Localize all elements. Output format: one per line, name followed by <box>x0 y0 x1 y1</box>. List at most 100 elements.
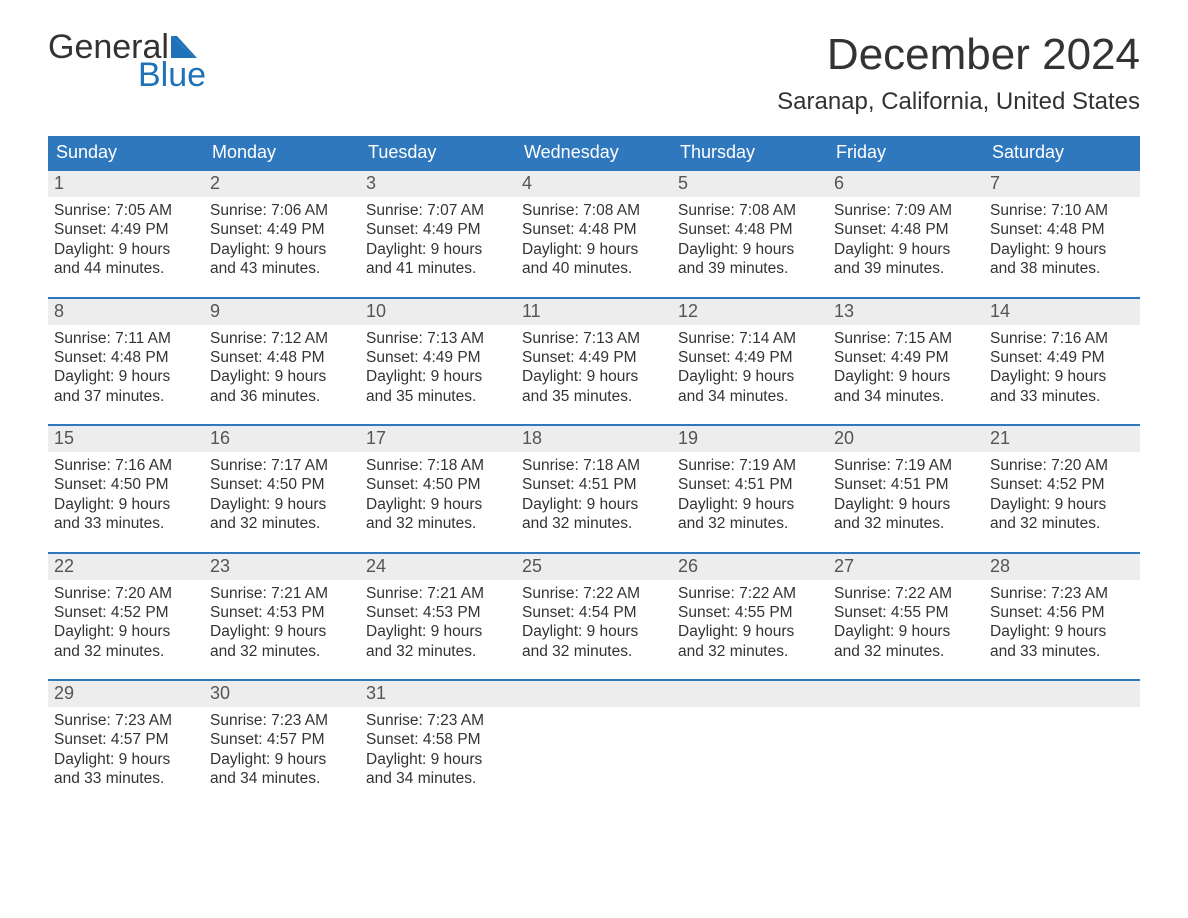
weekday-header-row: Sunday Monday Tuesday Wednesday Thursday… <box>48 136 1140 169</box>
calendar-day: 17Sunrise: 7:18 AMSunset: 4:50 PMDayligh… <box>360 426 516 534</box>
day-daylight-line2: and 40 minutes. <box>522 259 666 278</box>
day-number: 20 <box>828 426 984 452</box>
day-sunrise: Sunrise: 7:05 AM <box>54 201 198 220</box>
day-sunset: Sunset: 4:57 PM <box>210 730 354 749</box>
day-daylight-line1: Daylight: 9 hours <box>210 367 354 386</box>
day-daylight-line2: and 36 minutes. <box>210 387 354 406</box>
day-number <box>516 681 672 707</box>
day-daylight-line1: Daylight: 9 hours <box>210 622 354 641</box>
day-number: 14 <box>984 299 1140 325</box>
day-sunset: Sunset: 4:48 PM <box>522 220 666 239</box>
day-daylight-line1: Daylight: 9 hours <box>366 495 510 514</box>
calendar-day: 18Sunrise: 7:18 AMSunset: 4:51 PMDayligh… <box>516 426 672 534</box>
day-body: Sunrise: 7:22 AMSunset: 4:55 PMDaylight:… <box>828 580 984 662</box>
day-number: 6 <box>828 171 984 197</box>
day-sunset: Sunset: 4:48 PM <box>990 220 1134 239</box>
day-daylight-line2: and 39 minutes. <box>678 259 822 278</box>
day-daylight-line1: Daylight: 9 hours <box>54 750 198 769</box>
calendar-week: 1Sunrise: 7:05 AMSunset: 4:49 PMDaylight… <box>48 169 1140 279</box>
day-number: 27 <box>828 554 984 580</box>
day-daylight-line2: and 34 minutes. <box>678 387 822 406</box>
day-daylight-line2: and 32 minutes. <box>54 642 198 661</box>
day-sunrise: Sunrise: 7:22 AM <box>678 584 822 603</box>
day-daylight-line1: Daylight: 9 hours <box>678 495 822 514</box>
day-sunrise: Sunrise: 7:17 AM <box>210 456 354 475</box>
day-sunrise: Sunrise: 7:23 AM <box>366 711 510 730</box>
day-sunset: Sunset: 4:51 PM <box>678 475 822 494</box>
day-daylight-line2: and 37 minutes. <box>54 387 198 406</box>
day-sunrise: Sunrise: 7:14 AM <box>678 329 822 348</box>
day-daylight-line2: and 32 minutes. <box>834 642 978 661</box>
calendar-day: 27Sunrise: 7:22 AMSunset: 4:55 PMDayligh… <box>828 554 984 662</box>
day-body: Sunrise: 7:23 AMSunset: 4:57 PMDaylight:… <box>48 707 204 789</box>
day-daylight-line1: Daylight: 9 hours <box>210 495 354 514</box>
calendar-day: 3Sunrise: 7:07 AMSunset: 4:49 PMDaylight… <box>360 171 516 279</box>
calendar-week: 22Sunrise: 7:20 AMSunset: 4:52 PMDayligh… <box>48 552 1140 662</box>
day-sunrise: Sunrise: 7:19 AM <box>834 456 978 475</box>
day-sunrise: Sunrise: 7:20 AM <box>54 584 198 603</box>
day-daylight-line2: and 35 minutes. <box>522 387 666 406</box>
day-sunset: Sunset: 4:49 PM <box>366 220 510 239</box>
calendar-day: 1Sunrise: 7:05 AMSunset: 4:49 PMDaylight… <box>48 171 204 279</box>
day-body: Sunrise: 7:07 AMSunset: 4:49 PMDaylight:… <box>360 197 516 279</box>
day-sunset: Sunset: 4:56 PM <box>990 603 1134 622</box>
day-daylight-line2: and 34 minutes. <box>366 769 510 788</box>
weekday-header: Sunday <box>48 136 204 169</box>
calendar-day: 5Sunrise: 7:08 AMSunset: 4:48 PMDaylight… <box>672 171 828 279</box>
day-number: 23 <box>204 554 360 580</box>
day-sunrise: Sunrise: 7:15 AM <box>834 329 978 348</box>
calendar-day: 20Sunrise: 7:19 AMSunset: 4:51 PMDayligh… <box>828 426 984 534</box>
day-number: 24 <box>360 554 516 580</box>
day-body: Sunrise: 7:23 AMSunset: 4:58 PMDaylight:… <box>360 707 516 789</box>
day-daylight-line1: Daylight: 9 hours <box>522 622 666 641</box>
day-daylight-line2: and 32 minutes. <box>990 514 1134 533</box>
day-sunset: Sunset: 4:58 PM <box>366 730 510 749</box>
day-body: Sunrise: 7:10 AMSunset: 4:48 PMDaylight:… <box>984 197 1140 279</box>
day-number: 18 <box>516 426 672 452</box>
calendar: Sunday Monday Tuesday Wednesday Thursday… <box>48 136 1140 789</box>
day-body: Sunrise: 7:18 AMSunset: 4:51 PMDaylight:… <box>516 452 672 534</box>
day-sunset: Sunset: 4:49 PM <box>210 220 354 239</box>
day-daylight-line1: Daylight: 9 hours <box>522 495 666 514</box>
day-number: 5 <box>672 171 828 197</box>
calendar-day: 19Sunrise: 7:19 AMSunset: 4:51 PMDayligh… <box>672 426 828 534</box>
day-daylight-line1: Daylight: 9 hours <box>990 240 1134 259</box>
day-daylight-line1: Daylight: 9 hours <box>834 240 978 259</box>
day-daylight-line1: Daylight: 9 hours <box>522 240 666 259</box>
day-number: 11 <box>516 299 672 325</box>
day-body: Sunrise: 7:23 AMSunset: 4:56 PMDaylight:… <box>984 580 1140 662</box>
day-body: Sunrise: 7:15 AMSunset: 4:49 PMDaylight:… <box>828 325 984 407</box>
day-body: Sunrise: 7:13 AMSunset: 4:49 PMDaylight:… <box>516 325 672 407</box>
weekday-header: Wednesday <box>516 136 672 169</box>
day-sunrise: Sunrise: 7:21 AM <box>366 584 510 603</box>
day-sunset: Sunset: 4:57 PM <box>54 730 198 749</box>
day-daylight-line1: Daylight: 9 hours <box>366 750 510 769</box>
day-sunset: Sunset: 4:52 PM <box>990 475 1134 494</box>
day-body: Sunrise: 7:14 AMSunset: 4:49 PMDaylight:… <box>672 325 828 407</box>
day-number: 30 <box>204 681 360 707</box>
day-sunrise: Sunrise: 7:21 AM <box>210 584 354 603</box>
day-sunrise: Sunrise: 7:06 AM <box>210 201 354 220</box>
day-daylight-line2: and 33 minutes. <box>54 769 198 788</box>
calendar-day: 9Sunrise: 7:12 AMSunset: 4:48 PMDaylight… <box>204 299 360 407</box>
day-sunset: Sunset: 4:49 PM <box>834 348 978 367</box>
day-number <box>828 681 984 707</box>
day-body: Sunrise: 7:09 AMSunset: 4:48 PMDaylight:… <box>828 197 984 279</box>
day-sunrise: Sunrise: 7:13 AM <box>366 329 510 348</box>
day-number: 31 <box>360 681 516 707</box>
day-daylight-line1: Daylight: 9 hours <box>210 750 354 769</box>
day-sunrise: Sunrise: 7:18 AM <box>522 456 666 475</box>
day-number: 12 <box>672 299 828 325</box>
calendar-day: 14Sunrise: 7:16 AMSunset: 4:49 PMDayligh… <box>984 299 1140 407</box>
day-number <box>672 681 828 707</box>
calendar-day: 11Sunrise: 7:13 AMSunset: 4:49 PMDayligh… <box>516 299 672 407</box>
location-subtitle: Saranap, California, United States <box>777 88 1140 116</box>
day-daylight-line2: and 35 minutes. <box>366 387 510 406</box>
calendar-day <box>984 681 1140 789</box>
day-body: Sunrise: 7:11 AMSunset: 4:48 PMDaylight:… <box>48 325 204 407</box>
logo: General Blue <box>48 30 206 92</box>
calendar-day: 30Sunrise: 7:23 AMSunset: 4:57 PMDayligh… <box>204 681 360 789</box>
calendar-day: 6Sunrise: 7:09 AMSunset: 4:48 PMDaylight… <box>828 171 984 279</box>
day-daylight-line2: and 32 minutes. <box>678 514 822 533</box>
day-number: 26 <box>672 554 828 580</box>
